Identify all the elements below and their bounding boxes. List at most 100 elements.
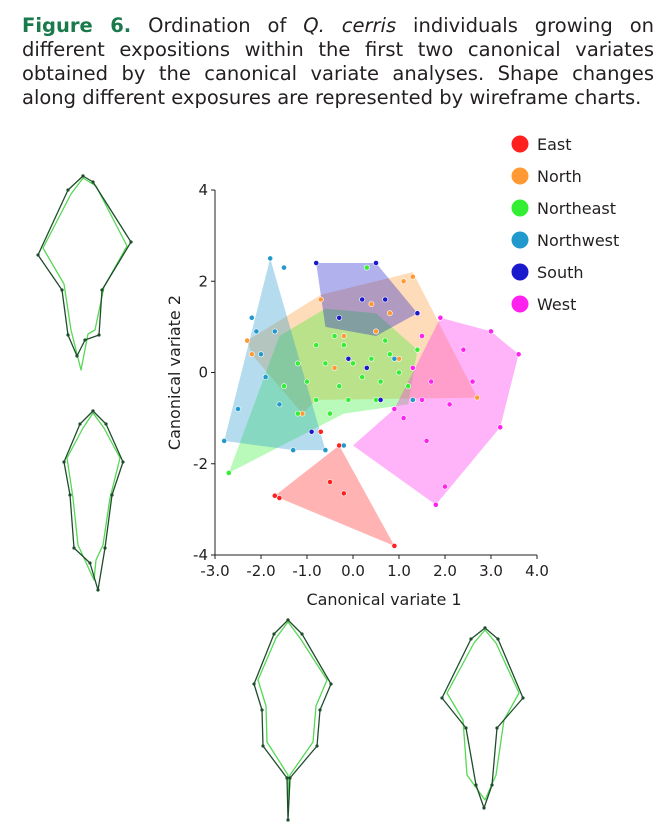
wireframe-2-landmark xyxy=(68,493,72,497)
point-northeast-11 xyxy=(336,383,343,390)
point-west-3 xyxy=(488,328,494,335)
point-north-6 xyxy=(368,301,375,307)
point-northeast-9 xyxy=(386,351,393,358)
point-south-6 xyxy=(345,355,352,362)
wireframe-2-landmark xyxy=(104,422,108,426)
wireframe-1-landmark xyxy=(100,288,104,292)
wireframe-3-landmark xyxy=(285,776,289,780)
wireframe-4-shape xyxy=(441,627,524,809)
point-northeast-7 xyxy=(350,360,356,367)
wireframe-4-landmark xyxy=(521,696,525,700)
wireframe-3-landmark xyxy=(286,818,290,822)
wireframe-4-landmark xyxy=(440,696,444,700)
wireframe-1-landmark xyxy=(83,338,87,342)
point-northwest-12 xyxy=(271,328,278,335)
point-north-12 xyxy=(331,364,338,371)
point-east-4 xyxy=(391,543,398,549)
point-northwest-10 xyxy=(340,442,347,449)
wireframe-3-landmark xyxy=(260,708,264,712)
y-tick-label: -4 xyxy=(193,546,208,564)
wireframe-2-landmark xyxy=(121,460,125,464)
point-west-0 xyxy=(432,501,439,508)
point-north-3 xyxy=(474,394,481,401)
y-tick-label: 4 xyxy=(198,181,208,199)
wireframe-2-landmark xyxy=(91,409,95,413)
point-west-11 xyxy=(442,483,448,490)
legend-swatch-south xyxy=(511,263,529,281)
point-east-1 xyxy=(276,495,283,501)
point-northwest-0 xyxy=(221,437,228,444)
wireframe-3-landmark xyxy=(329,682,333,686)
wireframe-2-landmark xyxy=(72,546,76,550)
wireframe-4-landmark xyxy=(482,806,486,810)
point-northeast-4 xyxy=(313,342,320,348)
wireframe-charts xyxy=(36,174,525,822)
point-west-6 xyxy=(460,346,467,353)
point-south-2 xyxy=(414,310,421,317)
wireframe-2-landmark xyxy=(62,460,66,464)
point-south-1 xyxy=(373,260,379,266)
point-west-5 xyxy=(419,333,425,339)
legend-label-north: North xyxy=(537,167,582,186)
point-east-2 xyxy=(340,490,347,497)
point-south-0 xyxy=(313,260,320,266)
y-axis-label: Canonical variate 2 xyxy=(165,295,184,450)
legend-label-northeast: Northeast xyxy=(537,199,616,218)
wireframe-1-landmark xyxy=(36,253,40,257)
wireframe-3-shape xyxy=(253,619,332,821)
point-northeast-2 xyxy=(340,342,347,348)
caption-text-before: Ordination of xyxy=(131,14,304,37)
point-east-3 xyxy=(327,479,333,485)
point-west-14 xyxy=(469,378,476,385)
point-south-7 xyxy=(377,396,384,403)
data-points xyxy=(221,255,522,549)
point-north-8 xyxy=(373,328,379,335)
wireframe-3-landmark xyxy=(286,618,290,622)
point-northeast-16 xyxy=(405,383,412,390)
legend-swatch-north xyxy=(511,167,529,185)
wireframe-2-landmark xyxy=(103,546,107,550)
wireframe-4-landmark xyxy=(495,726,499,730)
hull-east xyxy=(274,445,395,546)
point-west-15 xyxy=(419,396,425,403)
wireframe-3-landmark xyxy=(252,682,256,686)
wireframe-2-landmark xyxy=(110,493,114,497)
point-northeast-15 xyxy=(396,369,402,376)
wireframe-3-landmark xyxy=(300,632,304,636)
point-west-2 xyxy=(515,351,522,358)
wireframe-1-landmark xyxy=(66,188,70,192)
point-northeast-1 xyxy=(363,264,370,271)
point-northeast-20 xyxy=(304,378,310,385)
point-west-1 xyxy=(497,424,504,431)
point-west-10 xyxy=(423,437,430,444)
point-west-12 xyxy=(409,364,416,371)
x-tick-label: 3.0 xyxy=(479,562,503,580)
point-northwest-7 xyxy=(235,406,241,412)
x-tick-label: 0.0 xyxy=(341,562,365,580)
figure-caption: Figure 6. Ordination of Q. cerris indivi… xyxy=(22,14,654,110)
wireframe-4-landmark xyxy=(464,726,468,730)
legend-swatch-northwest xyxy=(511,231,529,249)
point-northwest-4 xyxy=(258,351,264,358)
caption-text-after: individuals growing on different exposit… xyxy=(22,14,655,109)
wireframe-2-consensus xyxy=(66,412,121,581)
point-south-9 xyxy=(363,364,370,371)
point-north-5 xyxy=(400,278,407,285)
point-northeast-13 xyxy=(294,410,301,417)
point-northwest-5 xyxy=(262,374,269,380)
x-tick-label: 2.0 xyxy=(433,562,457,580)
point-northwest-9 xyxy=(322,447,329,453)
hull-northwest xyxy=(224,258,326,451)
wireframe-3-landmark xyxy=(288,776,292,780)
legend-label-west: West xyxy=(537,295,576,314)
point-northeast-22 xyxy=(414,346,421,353)
point-west-7 xyxy=(428,378,435,385)
point-northeast-10 xyxy=(359,374,366,380)
point-west-13 xyxy=(391,406,398,412)
legend-label-east: East xyxy=(537,135,572,154)
point-northeast-19 xyxy=(281,383,287,390)
point-north-0 xyxy=(244,337,251,344)
wireframe-4-landmark xyxy=(483,626,487,630)
wireframe-1-landmark xyxy=(75,354,79,358)
